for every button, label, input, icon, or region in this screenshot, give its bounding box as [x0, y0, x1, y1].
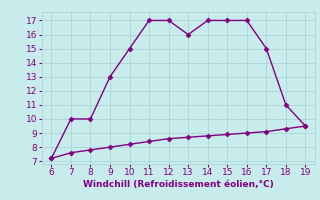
X-axis label: Windchill (Refroidissement éolien,°C): Windchill (Refroidissement éolien,°C) — [83, 180, 274, 189]
